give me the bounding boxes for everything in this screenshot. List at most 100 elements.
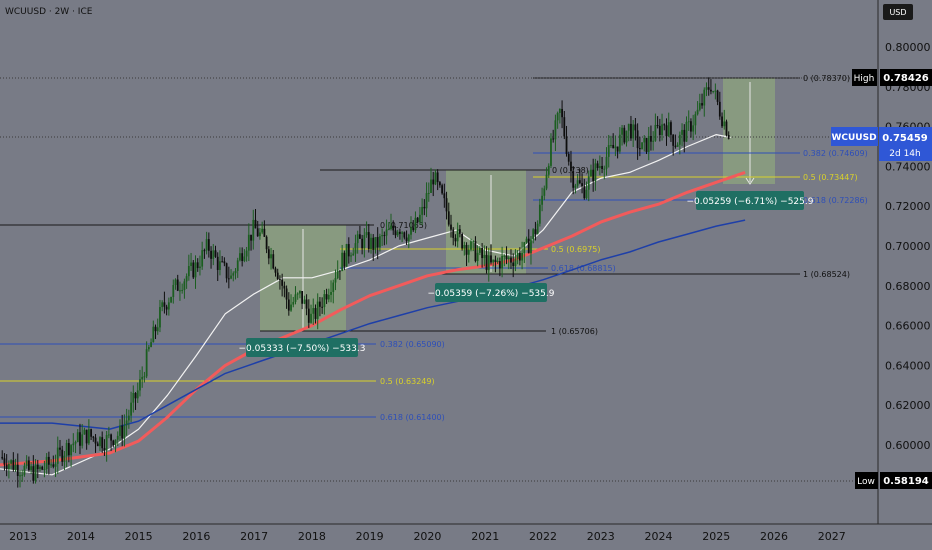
time-tick-label: 2015 <box>125 530 153 543</box>
candle-body <box>41 466 44 470</box>
candle-body <box>292 301 295 305</box>
candle-body <box>27 460 30 470</box>
measure-box-text: −0.05259 (−6.71%) −525.9 <box>687 197 814 207</box>
time-tick-label: 2022 <box>529 530 557 543</box>
candle-body <box>85 429 88 444</box>
measure-zones <box>260 78 775 331</box>
candle-body <box>205 239 208 251</box>
candle-body <box>423 206 426 209</box>
candle-body <box>267 249 270 259</box>
candle-body <box>438 182 441 186</box>
candle-body <box>123 425 126 439</box>
candle-body <box>385 229 388 236</box>
candle-body <box>345 244 348 267</box>
candle-body <box>30 466 33 470</box>
candle-body <box>607 145 610 157</box>
candle-body <box>99 437 101 447</box>
candle-body <box>290 304 292 311</box>
time-tick-label: 2013 <box>9 530 37 543</box>
candle-body <box>114 439 117 446</box>
candle-body <box>70 445 72 456</box>
candle-body <box>416 217 419 223</box>
fib-label: 0.5 (0.63249) <box>380 377 435 386</box>
candle-body <box>641 142 643 150</box>
candle-body <box>76 432 79 443</box>
candle-body <box>145 349 148 377</box>
candle-body <box>485 254 488 271</box>
bar-countdown: 2d 14h <box>889 149 920 159</box>
candle-body <box>543 188 546 196</box>
candle-body <box>445 198 448 212</box>
candle-body <box>3 458 6 465</box>
candle-body <box>443 193 446 199</box>
candle-body <box>232 273 235 276</box>
candle-body <box>32 466 35 481</box>
candle-body <box>319 301 321 307</box>
candle-body <box>112 440 115 446</box>
candle-body <box>163 302 166 307</box>
candle-body <box>632 124 635 139</box>
candle-body <box>465 244 468 255</box>
candle-body <box>605 156 608 169</box>
candle-body <box>219 261 221 270</box>
price-axis[interactable]: USD 0.800000.780000.760000.740000.720000… <box>877 0 931 524</box>
candle-body <box>90 429 92 437</box>
price-tick-label: 0.68000 <box>885 280 931 293</box>
candle-body <box>614 146 617 149</box>
candle-body <box>341 252 344 272</box>
candle-body <box>187 266 190 277</box>
candle-body <box>261 228 264 233</box>
low-value: 0.58194 <box>883 476 929 487</box>
fib-label: 0.5 (0.6975) <box>551 245 601 254</box>
candle-body <box>221 261 224 263</box>
candle-body <box>503 255 506 257</box>
candle-body <box>130 402 132 416</box>
candle-body <box>332 282 335 293</box>
candle-body <box>401 232 404 234</box>
candle-body <box>625 130 628 143</box>
candle-body <box>710 89 712 92</box>
candle-body <box>478 247 481 253</box>
candle-body <box>496 261 499 263</box>
candle-body <box>703 89 706 106</box>
candle-body <box>143 376 146 378</box>
candle-body <box>450 224 452 230</box>
candle-body <box>72 443 75 446</box>
candle-body <box>576 180 579 186</box>
candle-body <box>550 138 552 166</box>
price-tick-label: 0.66000 <box>885 320 931 333</box>
candle-body <box>365 232 368 236</box>
candle-body <box>87 429 90 444</box>
candle-body <box>227 278 230 280</box>
candle-body <box>119 425 121 436</box>
candle-body <box>94 437 97 444</box>
candle-body <box>630 123 632 139</box>
candle-body <box>183 281 186 290</box>
candle-body <box>7 463 10 470</box>
candle-body <box>12 460 15 470</box>
candle-body <box>456 229 459 242</box>
candle-body <box>663 124 666 126</box>
candle-body <box>521 253 523 261</box>
candle-body <box>432 179 435 185</box>
candle-body <box>721 116 723 127</box>
candle-body <box>354 243 357 254</box>
measure-box-2020 <box>435 283 547 302</box>
candle-body <box>59 447 61 450</box>
candle-body <box>698 103 701 110</box>
candle-body <box>574 185 577 188</box>
candle-body <box>194 262 197 278</box>
candle-body <box>463 244 466 249</box>
candle-body <box>492 259 495 263</box>
candles <box>1 77 730 488</box>
candle-body <box>441 185 444 194</box>
candle-body <box>52 464 55 467</box>
candle-body <box>545 174 548 189</box>
price-tick-label: 0.72000 <box>885 200 931 213</box>
time-axis[interactable]: 2013 2014 2015 2016 2017 2018 2019 2020 2021 2022… <box>0 523 932 543</box>
candle-body <box>552 138 555 140</box>
candle-body <box>299 291 301 294</box>
candle-body <box>225 263 228 279</box>
candle-body <box>352 253 355 256</box>
